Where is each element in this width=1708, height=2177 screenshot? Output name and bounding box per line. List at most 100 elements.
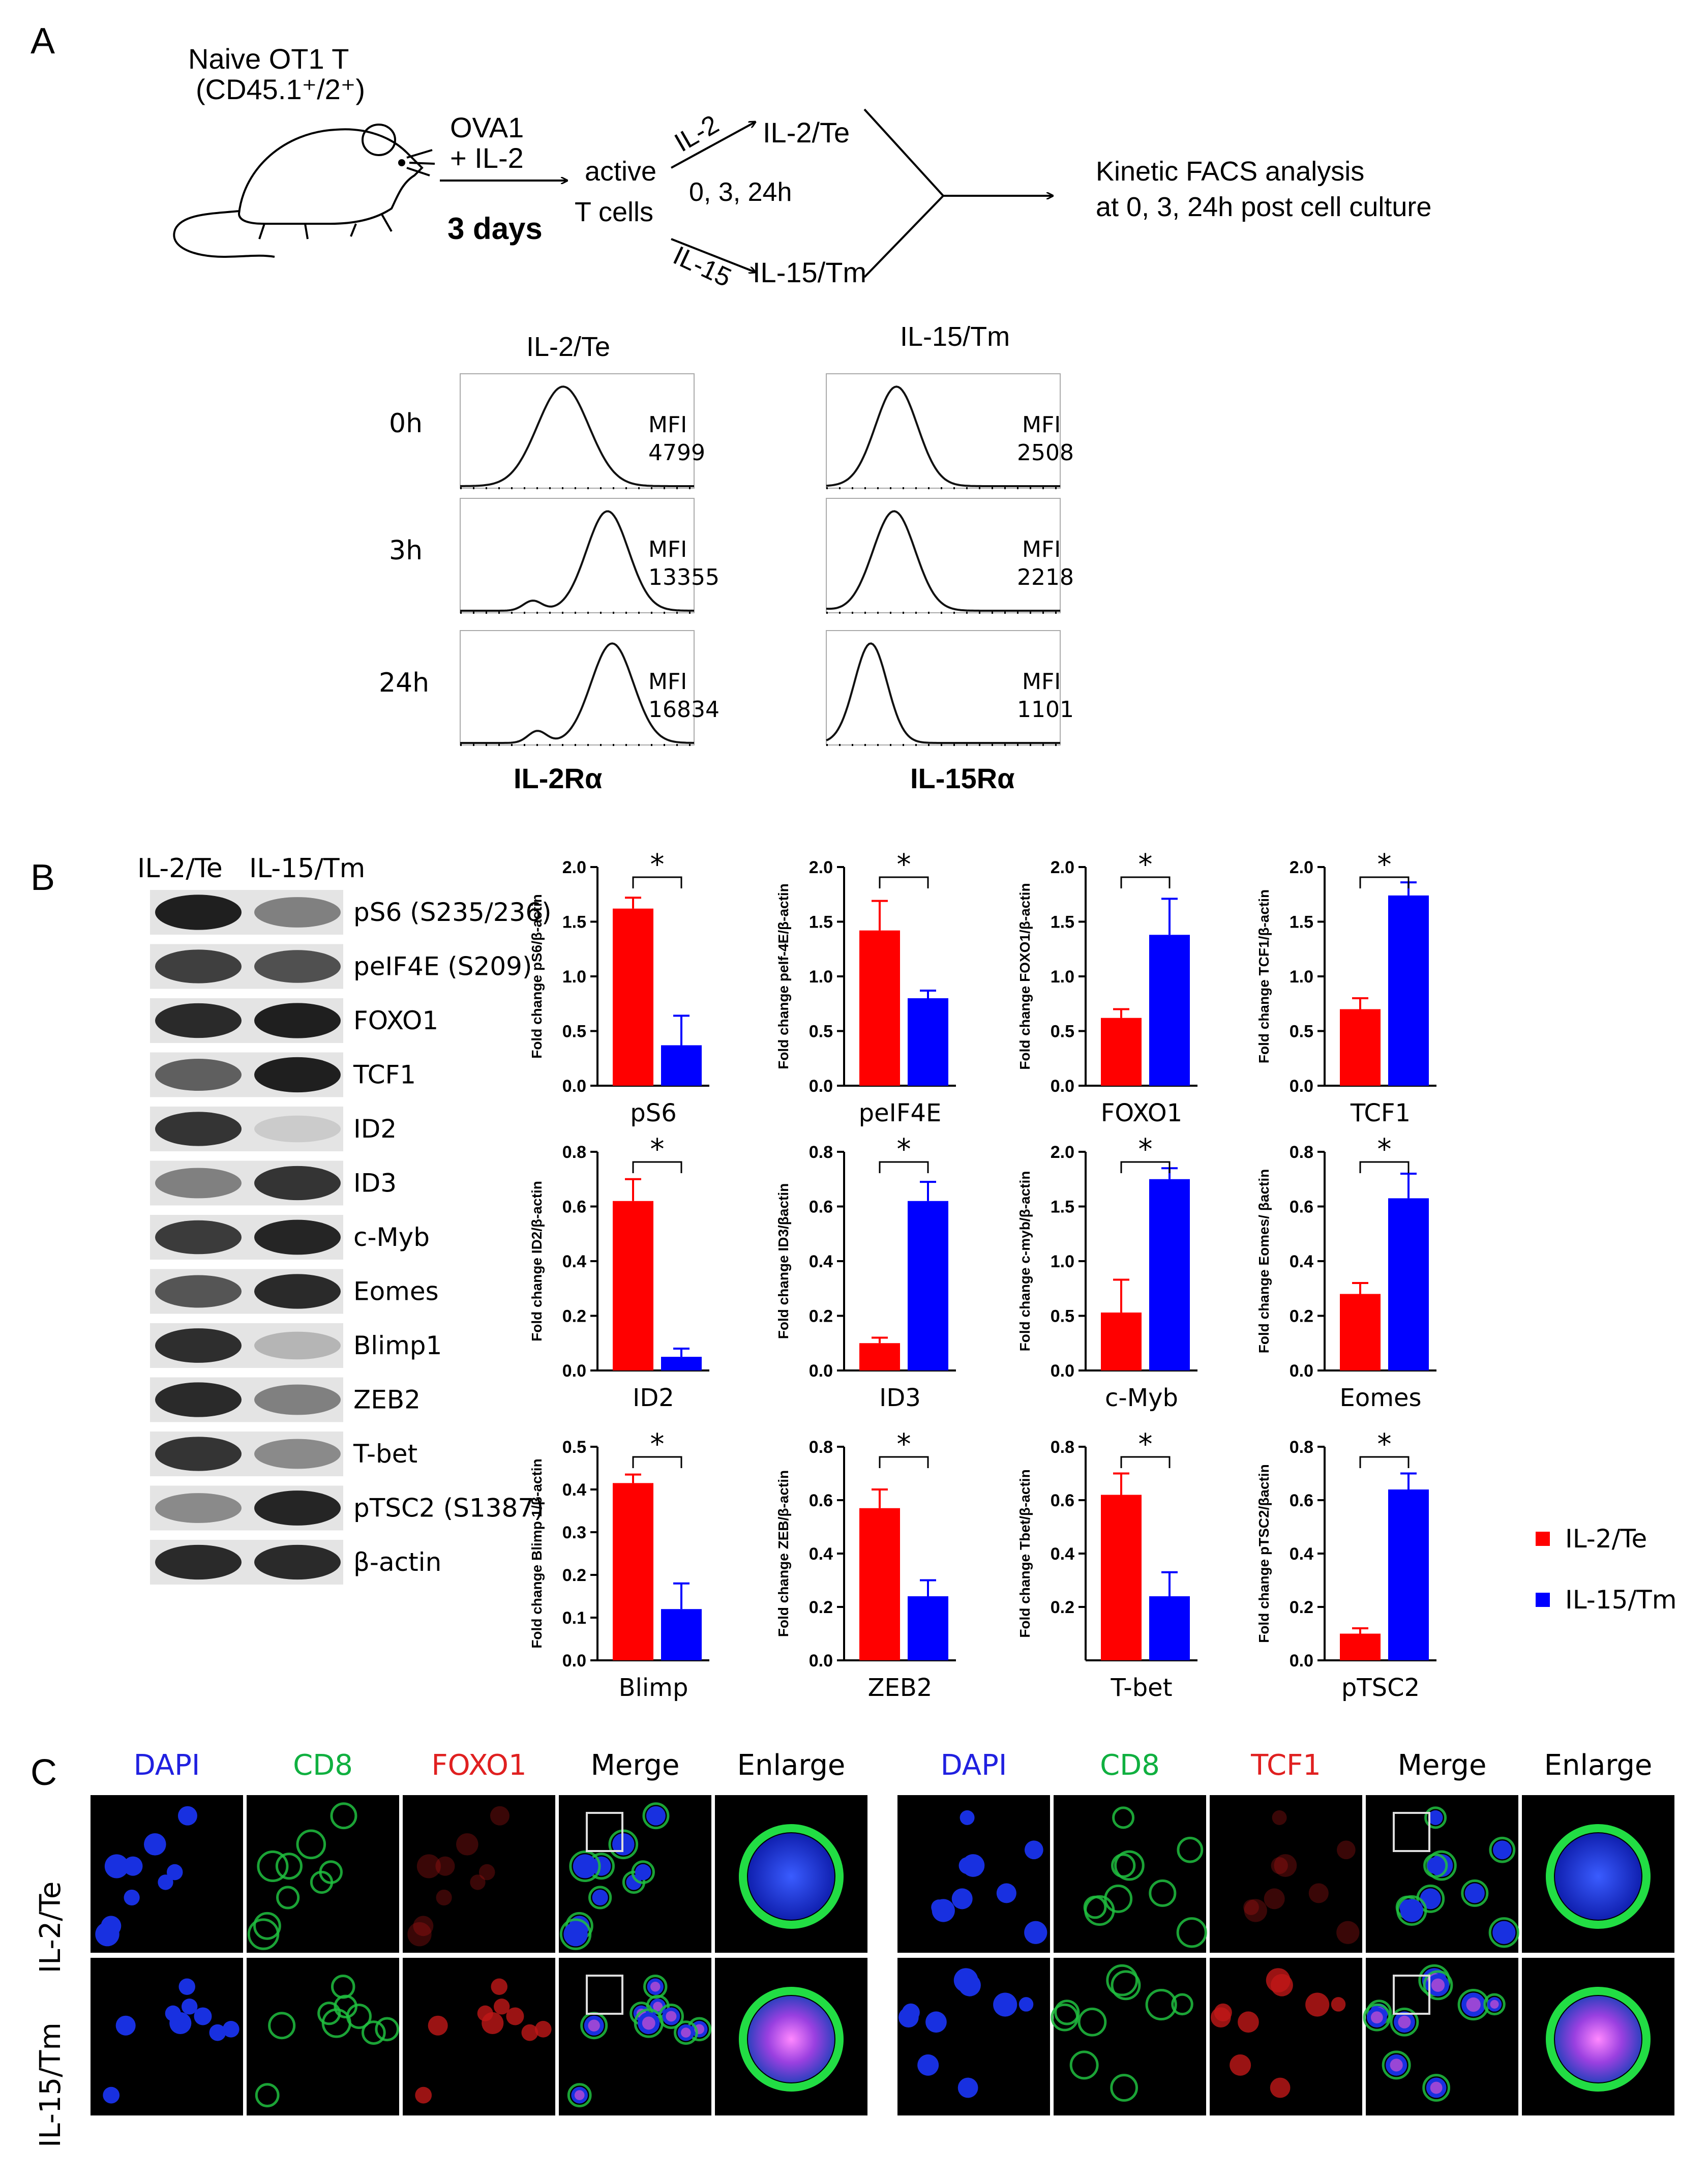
legend-label-il15: IL-15/Tm xyxy=(1565,1585,1676,1615)
cd8-ring xyxy=(253,1912,281,1940)
micrograph-right-r0-c2 xyxy=(1210,1795,1362,1953)
nucleus xyxy=(194,2007,212,2025)
blot-band xyxy=(155,1003,242,1038)
stain-signal xyxy=(491,1978,507,1995)
enlarged-nucleus xyxy=(748,1833,834,1920)
nucleus xyxy=(958,1857,976,1874)
histogram-curve-left-0 xyxy=(460,385,694,487)
legend-label-il2: IL-2/Te xyxy=(1565,1524,1647,1554)
step1-line1: OVA1 xyxy=(450,111,524,143)
stain-signal xyxy=(428,2015,448,2036)
enlarged-nucleus xyxy=(1555,1996,1641,2082)
y-tick-label: 0.0 xyxy=(1290,1651,1313,1671)
zoom-box xyxy=(586,1975,623,2015)
active-line1: active xyxy=(585,156,656,187)
x-label: c-Myb xyxy=(1105,1384,1178,1412)
row-label-il15: IL-15/Tm xyxy=(34,2022,67,2148)
y-tick-label: 2.0 xyxy=(562,858,586,877)
mfi-value-left-1: 13355 xyxy=(648,564,720,590)
branch-bottom-label: IL-15 xyxy=(669,241,736,293)
nucleus xyxy=(898,2007,919,2027)
mfi-label: MFI xyxy=(648,669,687,695)
mfi-value-right-0: 2508 xyxy=(1017,440,1074,466)
micrograph-bg xyxy=(403,1795,555,1953)
hist-xlabel-left: IL-2Rα xyxy=(514,762,602,794)
stain-signal xyxy=(478,1864,495,1881)
significance-star: * xyxy=(1138,848,1153,881)
histogram-frame-left-1 xyxy=(460,498,695,613)
enlarged-membrane xyxy=(739,1824,844,1929)
bar-chart-ZEB2: 0.0 0.2 0.4 0.6 0.8 * ZEB2 Fold change ZEB/β-ac… xyxy=(775,1428,956,1702)
channel-header-left-2: FOXO1 xyxy=(431,1749,526,1782)
bar-charts: 0.0 0.5 1.0 1.5 2.0 * pS6 Fold change pS6/β-act… xyxy=(529,848,1436,1702)
bar-IL-2/Te xyxy=(1101,1313,1142,1370)
nucleus xyxy=(563,1922,588,1947)
x-label: pTSC2 xyxy=(1341,1674,1420,1702)
channel-header-right-1: CD8 xyxy=(1100,1749,1160,1782)
y-tick-label: 0.1 xyxy=(562,1608,586,1628)
significance-bracket xyxy=(1359,1456,1410,1468)
y-tick-label: 0.2 xyxy=(1290,1598,1313,1617)
y-tick-label: 0.8 xyxy=(562,1143,586,1162)
significance-star: * xyxy=(1138,1133,1153,1166)
channel-header-left-1: CD8 xyxy=(293,1749,353,1782)
branch-top-label: IL-2 xyxy=(670,109,724,158)
bar-IL-15/Tm xyxy=(661,1357,702,1370)
y-tick-label: 2.0 xyxy=(809,858,833,877)
y-label: Fold change peIf-4E/β-actin xyxy=(775,883,791,1069)
significance-bracket xyxy=(879,876,929,888)
stain-signal xyxy=(482,2012,504,2035)
merge-overlap xyxy=(588,2019,600,2032)
significance-star: * xyxy=(897,1428,911,1461)
significance-bracket xyxy=(1120,1456,1171,1468)
stain-signal xyxy=(1272,1810,1287,1825)
cd8-ring xyxy=(1483,1993,1506,2016)
significance-star: * xyxy=(1138,1428,1153,1461)
y-tick-label: 0.0 xyxy=(809,1361,833,1381)
nucleus xyxy=(592,1889,608,1906)
y-tick-label: 0.8 xyxy=(1290,1438,1313,1457)
blot-band xyxy=(254,1274,341,1309)
y-label: Fold change Tbet/β-actin xyxy=(1017,1469,1033,1637)
stain-signal xyxy=(1331,1997,1346,2012)
merge-overlap xyxy=(681,2027,691,2038)
cd8-ring xyxy=(1112,1806,1135,1829)
active-line2: T cells xyxy=(575,197,653,227)
bar-IL-2/Te xyxy=(859,1508,900,1660)
histograms: MFI4799MFI13355MFI16834MFI2508MFI2218MFI… xyxy=(460,373,1074,746)
cd8-ring xyxy=(643,1974,668,1999)
enlarged-nucleus xyxy=(1555,1833,1641,1920)
panel-b: B IL-2/Te IL-15/Tm pS6 (S235/236) peIF4E … xyxy=(31,848,1676,1702)
blot-label-1: peIF4E (S209) xyxy=(353,952,532,981)
stain-signal xyxy=(435,1856,455,1876)
micrograph-left-r0-c4 xyxy=(715,1795,867,1953)
panel-a: A Naive OT1 T (CD45.1⁺/2⁺) OVA1 + IL-2 3… xyxy=(31,21,1431,794)
nucleus xyxy=(626,1874,642,1890)
blot-label-6: c-Myb xyxy=(353,1222,430,1252)
y-tick-label: 0.4 xyxy=(809,1252,833,1271)
micrograph-right-r0-c1 xyxy=(1054,1795,1207,1953)
analysis-line1: Kinetic FACS analysis xyxy=(1096,156,1364,187)
mouse-icon xyxy=(173,124,435,258)
micrograph-right-r0-c3 xyxy=(1366,1795,1519,1953)
blot-band xyxy=(155,1168,242,1199)
y-tick-label: 0.6 xyxy=(1290,1491,1313,1510)
cd8-ring xyxy=(1423,1853,1448,1878)
cd8-ring xyxy=(1424,1806,1447,1829)
histogram-curve-left-2 xyxy=(460,642,694,744)
significance-star: * xyxy=(650,1133,665,1166)
nucleus xyxy=(960,1810,975,1825)
mfi-value-right-2: 1101 xyxy=(1017,697,1074,723)
x-label: ID3 xyxy=(879,1384,921,1412)
stain-signal xyxy=(456,1833,478,1856)
nucleus xyxy=(1427,1857,1444,1874)
x-label: T-bet xyxy=(1110,1674,1172,1702)
micrograph-left-r1-c0 xyxy=(91,1958,243,2115)
nucleus xyxy=(166,1864,183,1881)
enlarged-membrane xyxy=(739,1987,844,2092)
mfi-label: MFI xyxy=(1022,669,1061,695)
blot-band xyxy=(254,1384,341,1415)
y-tick-label: 0.0 xyxy=(1290,1077,1313,1096)
cd8-ring xyxy=(559,1918,592,1950)
